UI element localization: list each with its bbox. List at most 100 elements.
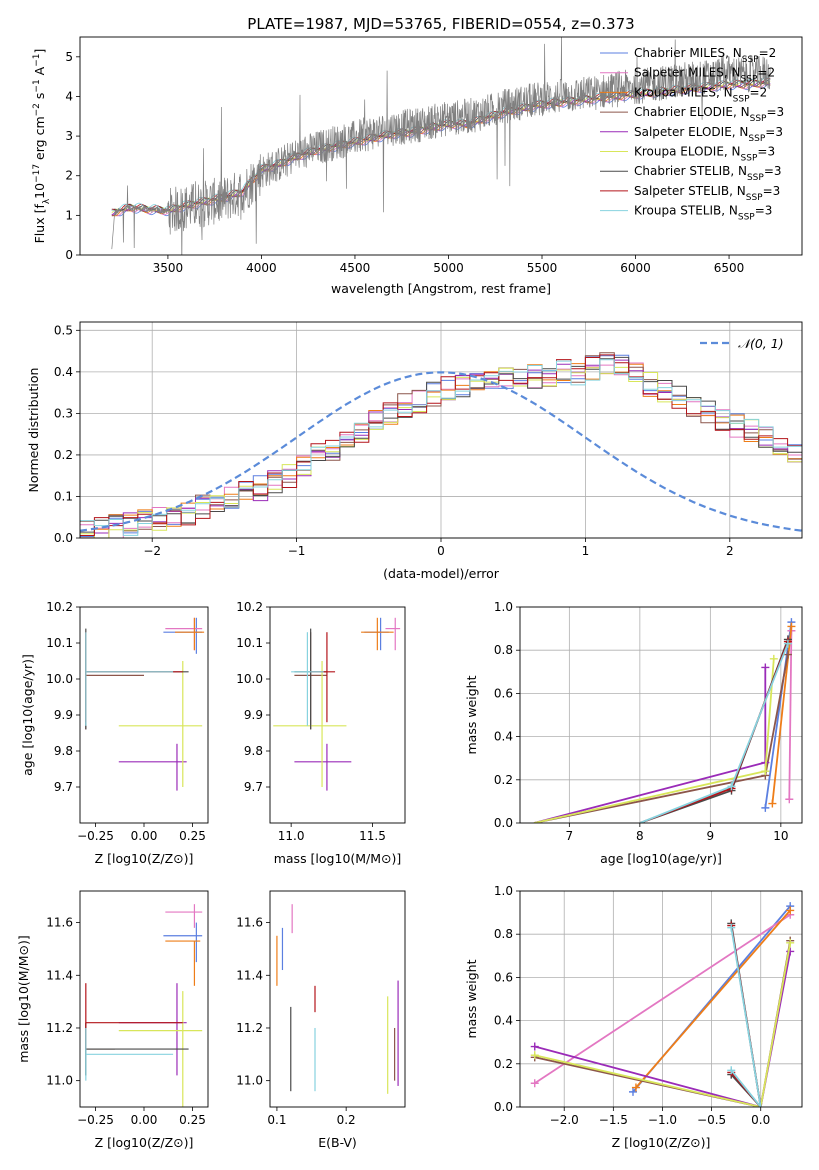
x-axis-label: Z [log10(Z/Z⊙)] [95,1135,194,1150]
legend-entry-name: Kroupa MILES, N [634,85,733,99]
histogram-step [80,359,802,536]
legend-entry-value: =2 [757,66,775,80]
axes-frame [79,36,803,256]
weight-marker [786,906,795,915]
y-tick-label: 0.6 [494,686,513,700]
legend-entry: 𝒩(0, 1) [738,336,784,351]
y-tick-label: 0.2 [494,1057,513,1071]
y-tick-label: 11.2 [236,1021,263,1035]
axes-frame [269,606,406,824]
y-tick-label: 0.0 [494,1100,513,1114]
weight-marker [786,938,795,947]
weight-marker [727,782,736,791]
axes-frame [519,890,803,1108]
x-tick-label: −2.0 [550,1113,579,1127]
y-tick-label: 9.7 [244,780,263,794]
x-tick-label: 0.00 [131,1113,158,1127]
legend-entry: Salpeter STELIB, NSSP=3 [634,184,780,203]
legend-entry-sub: SSP [746,193,763,203]
legend-entry-name: Chabrier STELIB, N [634,164,747,178]
y-tick-label: 10.0 [46,672,73,686]
legend-entry: Chabrier STELIB, NSSP=3 [634,164,782,183]
x-tick-label: −1 [288,544,306,558]
y-axis-label-part: −17 [32,164,42,183]
x-tick-label: 5500 [527,261,558,275]
legend-entry-value: =3 [755,204,773,218]
x-tick-label: 8 [636,829,644,843]
x-tick-label: 0.00 [131,829,158,843]
x-tick-label: 9 [707,829,715,843]
y-axis-label: age [log10(age/yr)] [20,654,35,776]
y-tick-label: 11.4 [236,968,263,982]
y-tick-label: 10.2 [236,600,263,614]
x-tick-label: 0.0 [751,1113,770,1127]
y-tick-label: 0.1 [54,489,73,503]
legend-entry-value: =3 [757,145,775,159]
spectrum-panel: 3500 4000 4500 5000 5500 6000 6500 0 1 2 3 4 5 wavele… [32,36,803,296]
weight-marker [761,803,770,812]
weight-marker [530,1042,539,1051]
weight-marker [628,1087,637,1096]
legend-entry-sub: SSP [748,134,765,144]
y-tick-label: 4 [65,89,73,103]
y-tick-label: 0.4 [494,730,513,744]
y-tick-label: 0.0 [54,531,73,545]
legend-entry-name: Kroupa STELIB, N [634,204,738,218]
x-axis-label: age [log10(age/yr)] [600,851,722,866]
weight-marker [761,663,770,672]
y-axis-label-part: 10 [32,183,47,199]
y-tick-label: 3 [65,129,73,143]
y-tick-label: 0.8 [494,927,513,941]
y-tick-label: 2 [65,169,73,183]
axes-frame [79,321,803,539]
legend-entry-name: Chabrier MILES, N [634,46,742,60]
axes-frame [519,606,803,824]
legend-entry-sub: SSP [741,75,758,85]
y-axis-label-part: Flux [f [32,204,47,244]
weight-marker [530,1051,539,1060]
legend-entry-sub: SSP [742,55,759,65]
weight-line [730,927,762,1107]
weight-marker [768,799,777,808]
weight-marker [727,923,736,932]
y-tick-label: 0.8 [494,643,513,657]
y-tick-label: 9.9 [54,708,73,722]
figure-title: PLATE=1987, MJD=53765, FIBERID=0554, z=0… [247,15,634,33]
y-tick-label: 0.0 [494,816,513,830]
y-axis-label-part: erg cm [32,116,47,164]
x-tick-label: 11.0 [278,829,305,843]
y-axis-label-part: λ [42,198,52,204]
y-tick-label: 0.2 [494,773,513,787]
y-axis-label: Flux [fλ10−17 erg cm−2 s−1 A−1] [32,49,52,244]
weight-marker [530,1079,539,1088]
weight-vs-metallicity-panel: −2.0 −1.5 −1.0 −0.5 0.0 0.0 0.2 0.4 0.6 0.8 1.0 Z [… [464,884,803,1150]
y-tick-label: 1.0 [494,884,513,898]
y-tick-label: 11.2 [46,1021,73,1035]
y-axis-label-part: −2 [32,103,42,116]
mass-vs-metallicity-panel: −0.25 0.00 0.25 11.0 11.2 11.4 11.6 Z [log10(Z/… [16,890,209,1150]
axes-frame [269,890,406,1108]
legend-entry-value: =3 [766,105,784,119]
gaussian-curve [80,371,802,532]
weight-line [764,621,793,809]
legend-entry: Kroupa STELIB, NSSP=3 [634,204,772,223]
x-tick-label: 3500 [153,261,184,275]
y-axis-label-part: −1 [32,54,42,67]
legend-entry-value: =2 [750,85,768,99]
y-tick-label: 9.7 [54,780,73,794]
y-tick-label: 0.2 [54,448,73,462]
x-tick-label: −0.25 [77,1113,114,1127]
x-tick-label: 5000 [433,261,464,275]
x-tick-label: 11.5 [359,829,386,843]
histogram-step [80,354,802,536]
observed-spectrum-line [111,37,771,255]
legend-entry: Chabrier MILES, NSSP=2 [634,46,776,65]
weight-line [788,630,793,800]
weight-line [635,909,791,1089]
x-tick-label: −0.25 [77,829,114,843]
mass-vs-ebv-panel: 0.1 0.2 11.0 11.2 11.4 11.6 E(B-V) [236,890,406,1150]
legend-entry-value: =2 [759,46,777,60]
weight-line [534,942,792,1107]
legend-entry: Kroupa ELODIE, NSSP=3 [634,145,775,164]
legend-entry-name: Salpeter STELIB, N [634,184,746,198]
